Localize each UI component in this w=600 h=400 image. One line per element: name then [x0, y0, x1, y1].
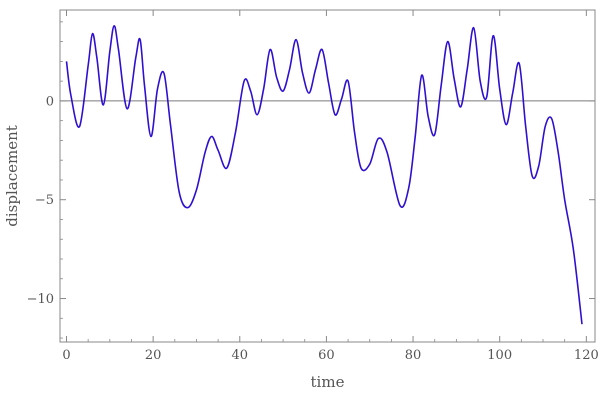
y-axis-ticks: 0 −5 −10	[27, 21, 595, 339]
y-tick-label: 0	[46, 94, 54, 109]
x-tick-label: 100	[487, 348, 512, 363]
series-line-displacement	[65, 25, 583, 325]
y-tick-label: −5	[35, 193, 54, 208]
x-tick-label: 20	[145, 348, 162, 363]
x-tick-label: 120	[574, 348, 599, 363]
x-axis-label: time	[311, 373, 345, 391]
plot-frame	[59, 9, 596, 343]
plot-border	[59, 9, 596, 343]
x-axis-ticks: 0 20 40 60 80 100 120	[62, 10, 599, 363]
y-tick-label: −10	[27, 292, 54, 307]
y-axis-label: displacement	[3, 125, 21, 227]
x-tick-label: 0	[62, 348, 70, 363]
x-tick-label: 40	[232, 348, 249, 363]
x-tick-label: 80	[405, 348, 422, 363]
x-tick-label: 60	[318, 348, 335, 363]
